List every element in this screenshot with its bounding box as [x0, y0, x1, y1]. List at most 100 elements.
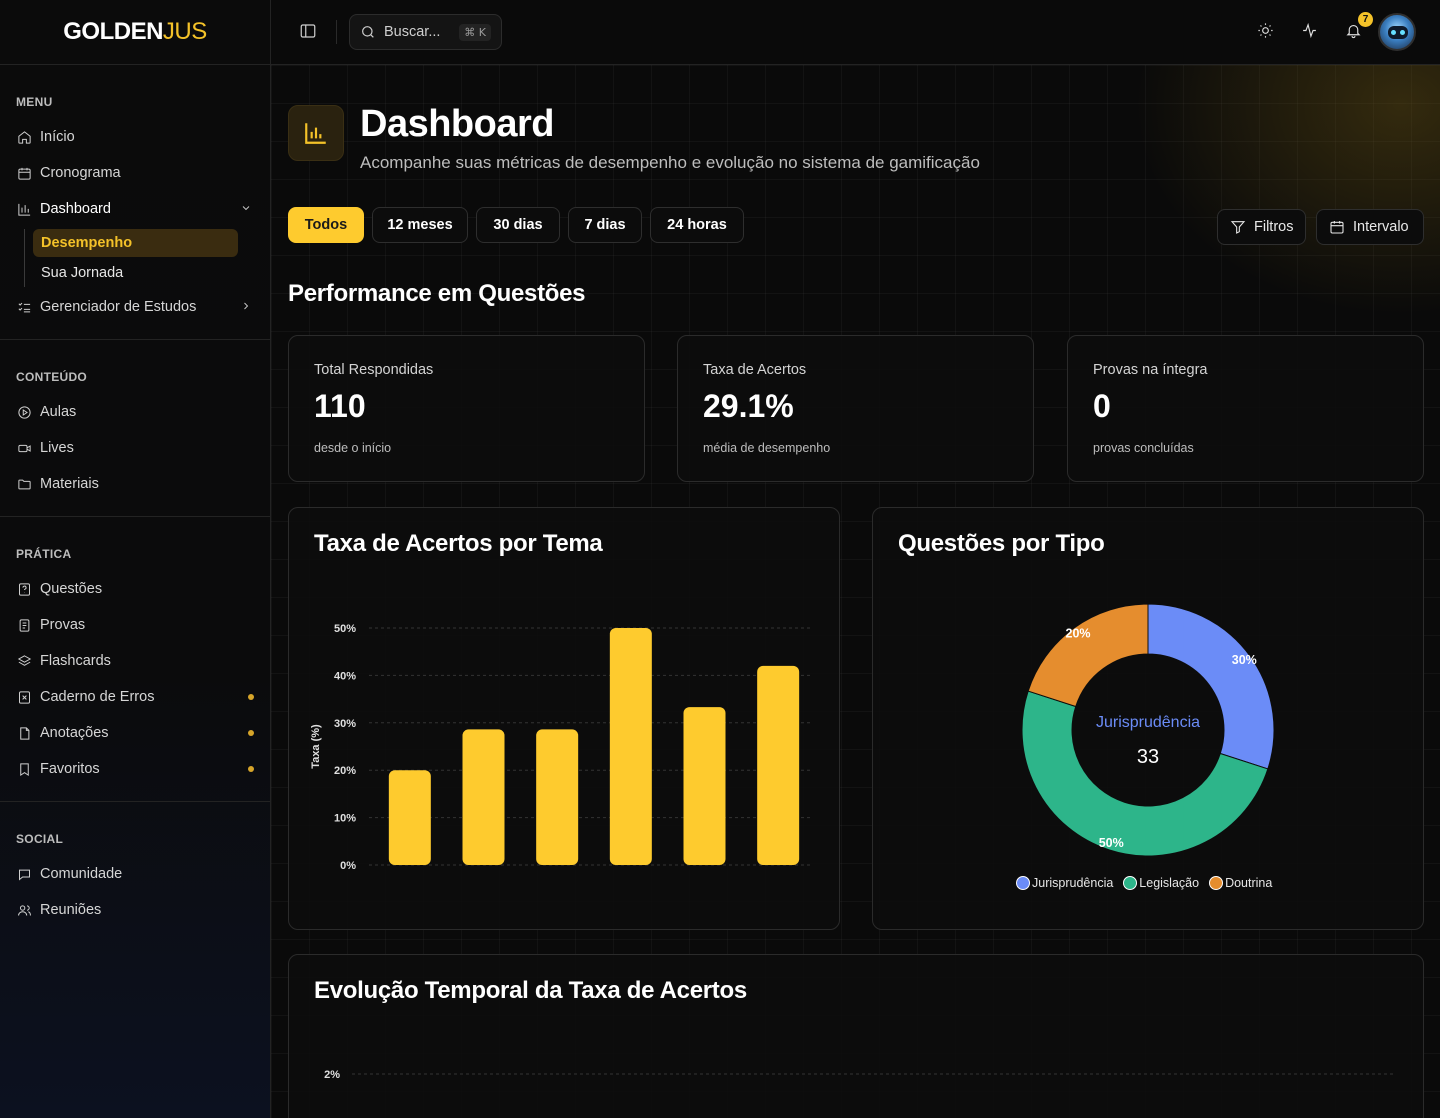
search-icon	[362, 26, 374, 38]
bar[interactable]	[388, 770, 431, 865]
sidebar-item-materiais[interactable]: Materiais	[0, 466, 270, 502]
y-tick-label: 0%	[340, 860, 356, 872]
stat-label: Provas na íntegra	[1093, 362, 1208, 378]
line-chart: 2%	[324, 1069, 1396, 1081]
sidebar-item-label: Reuniões	[40, 902, 102, 918]
avatar[interactable]	[1378, 13, 1416, 51]
chevron-down-icon[interactable]	[240, 202, 252, 214]
y-tick-label: 40%	[334, 670, 356, 682]
sidebar-item-lives[interactable]: Lives	[0, 430, 270, 466]
sidebar-item-dashboard[interactable]: Dashboard	[0, 191, 270, 227]
pie-slice[interactable]	[1021, 690, 1269, 857]
sidebar-item-inicio[interactable]: Início	[0, 119, 270, 155]
stat-value: 29.1%	[703, 388, 794, 424]
new-indicator-dot	[248, 730, 254, 736]
bookmark-icon	[16, 761, 32, 777]
sidebar-toggle-icon[interactable]	[299, 22, 319, 42]
y-axis-label: Taxa (%)	[310, 724, 322, 769]
sidebar-item-reunioes[interactable]: Reuniões	[0, 892, 270, 928]
sidebar-section-pratica: PRÁTICA Questões Provas Flashcards Cader…	[0, 517, 270, 802]
bar[interactable]	[609, 628, 652, 865]
avatar-eye	[1391, 30, 1396, 35]
activity-icon[interactable]	[1301, 22, 1319, 40]
legend-label: Legislação	[1139, 876, 1200, 890]
home-icon	[16, 129, 32, 145]
y-tick-label: 20%	[334, 765, 356, 777]
section-title: Performance em Questões	[288, 280, 586, 307]
filters-button[interactable]: Filtros	[1217, 209, 1307, 245]
legend-item[interactable]: Legislação	[1123, 876, 1199, 890]
avatar-face	[1388, 26, 1408, 39]
dashboard-submenu: Desempenho Sua Jornada	[24, 229, 270, 287]
new-indicator-dot	[248, 694, 254, 700]
notification-badge: 7	[1358, 12, 1373, 27]
pie-slice[interactable]	[1027, 603, 1149, 708]
slice-label: 50%	[1099, 836, 1124, 850]
range-30-dias[interactable]: 30 dias	[476, 207, 560, 243]
sidebar-item-questoes[interactable]: Questões	[0, 571, 270, 607]
sidebar-item-label: Cronograma	[40, 165, 121, 181]
stat-value: 0	[1093, 388, 1111, 424]
legend-swatch	[1209, 876, 1224, 890]
sidebar-item-aulas[interactable]: Aulas	[0, 394, 270, 430]
stat-note: média de desempenho	[703, 441, 831, 455]
sidebar-item-label: Início	[40, 129, 75, 145]
bar[interactable]	[757, 665, 800, 865]
range-7-dias[interactable]: 7 dias	[568, 207, 642, 243]
sidebar-item-gerenciador[interactable]: Gerenciador de Estudos	[0, 289, 270, 325]
legend-label: Jurisprudência	[1032, 876, 1114, 890]
pie-slice[interactable]	[1147, 603, 1275, 770]
range-24-horas[interactable]: 24 horas	[650, 207, 744, 243]
line-chart-card: Evolução Temporal da Taxa de Acertos 2%	[288, 954, 1424, 1118]
sidebar-item-label: Caderno de Erros	[40, 689, 155, 705]
legend-label: Doutrina	[1225, 876, 1273, 890]
sidebar-item-label: Materiais	[40, 476, 99, 492]
bar[interactable]	[536, 729, 579, 865]
section-title: MENU	[16, 95, 53, 109]
sun-icon[interactable]	[1257, 22, 1275, 40]
app-logo[interactable]: GOLDENJUS	[63, 18, 207, 45]
legend-item[interactable]: Doutrina	[1209, 876, 1272, 890]
sidebar-subitem-desempenho[interactable]: Desempenho	[33, 229, 238, 257]
bar[interactable]	[462, 729, 505, 865]
sidebar-item-comunidade[interactable]: Comunidade	[0, 856, 270, 892]
sidebar-item-anotacoes[interactable]: Anotações	[0, 715, 270, 751]
range-12-meses[interactable]: 12 meses	[372, 207, 468, 243]
sidebar-item-favoritos[interactable]: Favoritos	[0, 751, 270, 787]
sidebar-item-label: Gerenciador de Estudos	[40, 299, 197, 315]
range-todos[interactable]: Todos	[288, 207, 364, 243]
sidebar-item-flashcards[interactable]: Flashcards	[0, 643, 270, 679]
dashboard-header-icon	[288, 105, 344, 161]
sidebar-item-label: Flashcards	[40, 653, 111, 669]
stat-card-total: Total Respondidas 110 desde o início	[288, 335, 645, 482]
sidebar-subitem-sua-jornada[interactable]: Sua Jornada	[41, 265, 124, 281]
search-input[interactable]: Buscar... ⌘ K	[349, 14, 502, 50]
sidebar-item-label: Dashboard	[40, 201, 111, 217]
calendar-icon	[1330, 221, 1344, 234]
legend-swatch	[1123, 876, 1138, 890]
bell-icon[interactable]	[1345, 22, 1363, 40]
y-tick-label: 2%	[324, 1069, 340, 1081]
sidebar-item-label: Favoritos	[40, 761, 100, 777]
donut-center-label: Jurisprudência	[1096, 714, 1200, 731]
search-placeholder: Buscar...	[384, 24, 441, 40]
stat-value: 110	[314, 388, 366, 424]
sidebar-item-caderno-erros[interactable]: Caderno de Erros	[0, 679, 270, 715]
error-book-icon	[16, 689, 32, 705]
interval-button[interactable]: Intervalo	[1316, 209, 1424, 245]
divider	[336, 20, 337, 44]
donut-center-value: 33	[1137, 746, 1159, 768]
bar[interactable]	[683, 707, 726, 865]
filter-icon	[1230, 221, 1246, 234]
chevron-right-icon[interactable]	[240, 300, 252, 312]
sidebar-item-label: Anotações	[40, 725, 109, 741]
avatar-eye	[1400, 30, 1405, 35]
chart-title: Evolução Temporal da Taxa de Acertos	[314, 977, 747, 1004]
sidebar-item-provas[interactable]: Provas	[0, 607, 270, 643]
y-tick-label: 10%	[334, 813, 356, 825]
legend-item[interactable]: Jurisprudência	[1016, 876, 1113, 890]
stat-card-provas: Provas na íntegra 0 provas concluídas	[1067, 335, 1424, 482]
sidebar-item-cronograma[interactable]: Cronograma	[0, 155, 270, 191]
list-checks-icon	[16, 299, 32, 315]
file-icon	[16, 725, 32, 741]
